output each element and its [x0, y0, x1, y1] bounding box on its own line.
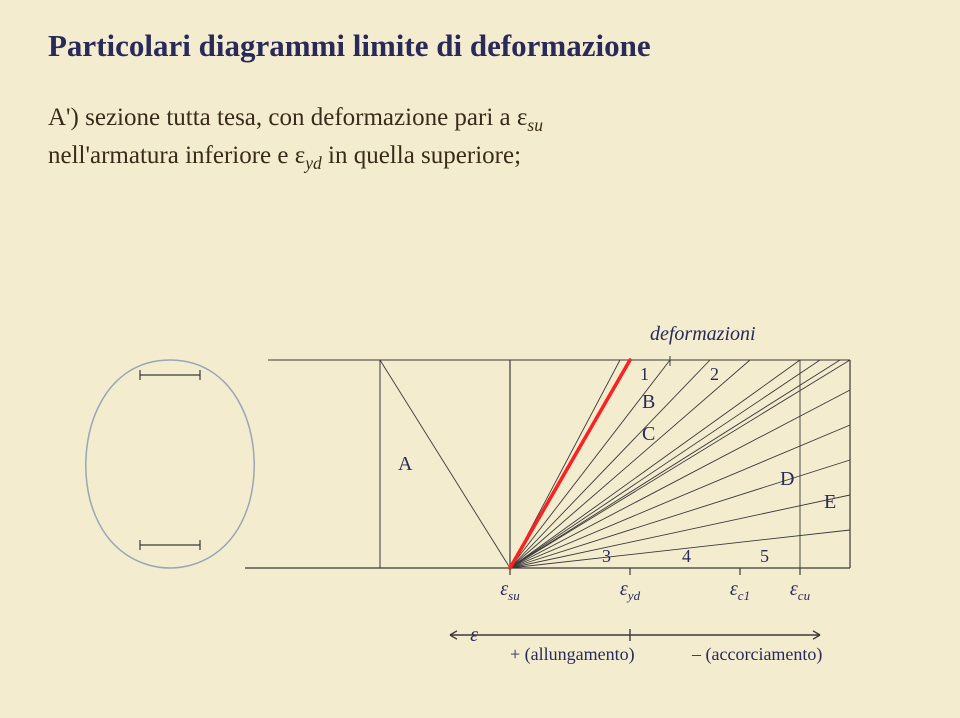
svg-text:C: C: [642, 423, 655, 445]
eps-yd: εyd: [295, 142, 322, 169]
page-title: Particolari diagrammi limite di deformaz…: [48, 28, 651, 64]
svg-text:+ (allungamento): + (allungamento): [510, 644, 635, 665]
svg-text:2: 2: [710, 364, 719, 384]
body-line1a: A') sezione tutta tesa, con deformazione…: [48, 104, 517, 131]
svg-text:εc1: εc1: [730, 578, 750, 603]
svg-text:1: 1: [640, 364, 649, 384]
body-line2b: in quella superiore;: [322, 142, 521, 169]
svg-text:5: 5: [760, 546, 769, 566]
svg-text:εyd: εyd: [620, 578, 641, 603]
deformation-diagram: deformazioni12345ABCDEεsuεydεc1εcuε+ (al…: [60, 330, 900, 680]
svg-text:B: B: [642, 391, 655, 413]
svg-text:A: A: [398, 453, 413, 475]
svg-text:E: E: [824, 491, 836, 513]
svg-text:D: D: [780, 468, 794, 490]
svg-text:3: 3: [602, 546, 611, 566]
svg-text:εsu: εsu: [500, 578, 520, 603]
body-line2a: nell'armatura inferiore e: [48, 142, 295, 169]
eps-su: εsu: [517, 104, 543, 131]
body-text: A') sezione tutta tesa, con deformazione…: [48, 100, 912, 175]
svg-text:deformazioni: deformazioni: [650, 323, 756, 345]
svg-text:ε: ε: [470, 624, 478, 646]
svg-text:– (accorciamento): – (accorciamento): [691, 644, 822, 665]
svg-text:εcu: εcu: [790, 578, 811, 603]
svg-text:4: 4: [682, 546, 691, 566]
